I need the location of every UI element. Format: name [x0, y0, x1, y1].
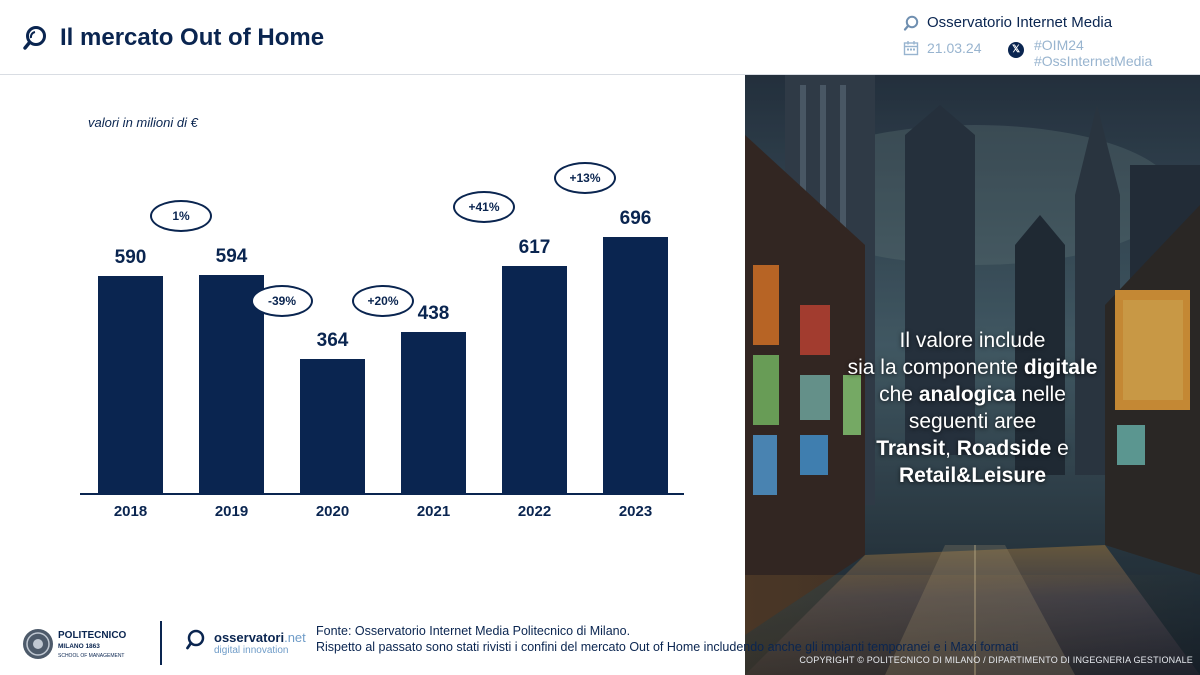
page-title: Il mercato Out of Home: [60, 24, 325, 51]
brand-name: Osservatorio Internet Media: [927, 14, 1113, 31]
hashtag-oim24[interactable]: #OIM24: [1034, 37, 1084, 53]
date-row: 21.03.24: [903, 40, 982, 56]
oss-sub: digital innovation: [214, 645, 289, 656]
polimi-sub: MILANO 1863: [58, 643, 100, 650]
magnifier-icon: [23, 26, 46, 50]
value-label-2021: 438: [417, 302, 450, 324]
change-badge-2023: +13%: [554, 162, 616, 194]
header: Il mercato Out of Home Osservatorio Inte…: [0, 0, 1200, 75]
unit-label: valori in milioni di €: [88, 115, 198, 130]
svg-text:osservatori.net: osservatori.net: [214, 630, 306, 645]
footer-divider: [160, 621, 162, 665]
value-label-2022: 617: [518, 237, 551, 259]
bar-2021: [401, 331, 466, 493]
change-badge-2022: +41%: [453, 191, 515, 224]
hashtags: #OIM24 #OssInternetMedia: [1034, 37, 1152, 69]
bar-2023: [603, 237, 668, 493]
bar-2018: [98, 275, 163, 493]
brand-block: Osservatorio Internet Media: [903, 14, 1193, 31]
city-illustration: [745, 75, 1200, 675]
x-tick-2018: 2018: [113, 503, 148, 520]
politecnico-logo: POLITECNICO MILANO 1863 SCHOOL OF MANAGE…: [23, 629, 127, 659]
value-label-2018: 590: [114, 246, 147, 268]
panel-caption: Il valore include sia la componente digi…: [847, 329, 1098, 487]
change-badge-2021: +20%: [352, 285, 414, 318]
x-tick-2023: 2023: [618, 503, 653, 520]
osservatori-logo: osservatori.net digital innovation: [186, 629, 306, 656]
polimi-name: POLITECNICO: [58, 630, 127, 641]
x-social-icon[interactable]: 𝕏: [1008, 42, 1024, 58]
hashtag-ossinternetmedia[interactable]: #OssInternetMedia: [1034, 53, 1153, 69]
magnifier-icon: [903, 15, 919, 31]
source-note: Fonte: Osservatorio Internet Media Polit…: [316, 623, 1018, 655]
source-line-2: Rispetto al passato sono stati rivisti i…: [316, 640, 1019, 654]
x-tick-2020: 2020: [315, 503, 350, 520]
city-street-photo: Il valore include sia la componente digi…: [745, 75, 1200, 675]
change-badge-2019: 1%: [150, 199, 212, 232]
x-axis-line: [80, 493, 684, 495]
bar-2019: [199, 274, 264, 493]
oss-net: .net: [284, 630, 306, 645]
value-label-2020: 364: [316, 330, 349, 352]
oss-name: osservatori: [214, 630, 284, 645]
value-label-2023: 696: [619, 208, 652, 229]
bar-chart: 590 2018 594 2019 364 2020 438 2021 617 2022 696 20…: [0, 75, 745, 595]
polimi-school: SCHOOL OF MANAGEMENT: [58, 653, 125, 659]
x-tick-2021: 2021: [416, 503, 451, 520]
change-badge-2020: -39%: [251, 285, 313, 318]
x-tick-2022: 2022: [517, 503, 552, 520]
bar-2020: [300, 359, 365, 493]
copyright-text: COPYRIGHT © POLITECNICO DI MILANO / DIPA…: [799, 655, 1193, 665]
value-label-2019: 594: [215, 245, 248, 267]
bar-2022: [502, 266, 567, 493]
event-date: 21.03.24: [927, 40, 982, 56]
x-tick-2019: 2019: [214, 503, 249, 520]
calendar-icon: [903, 41, 919, 56]
source-line-1: Fonte: Osservatorio Internet Media Polit…: [316, 624, 631, 638]
